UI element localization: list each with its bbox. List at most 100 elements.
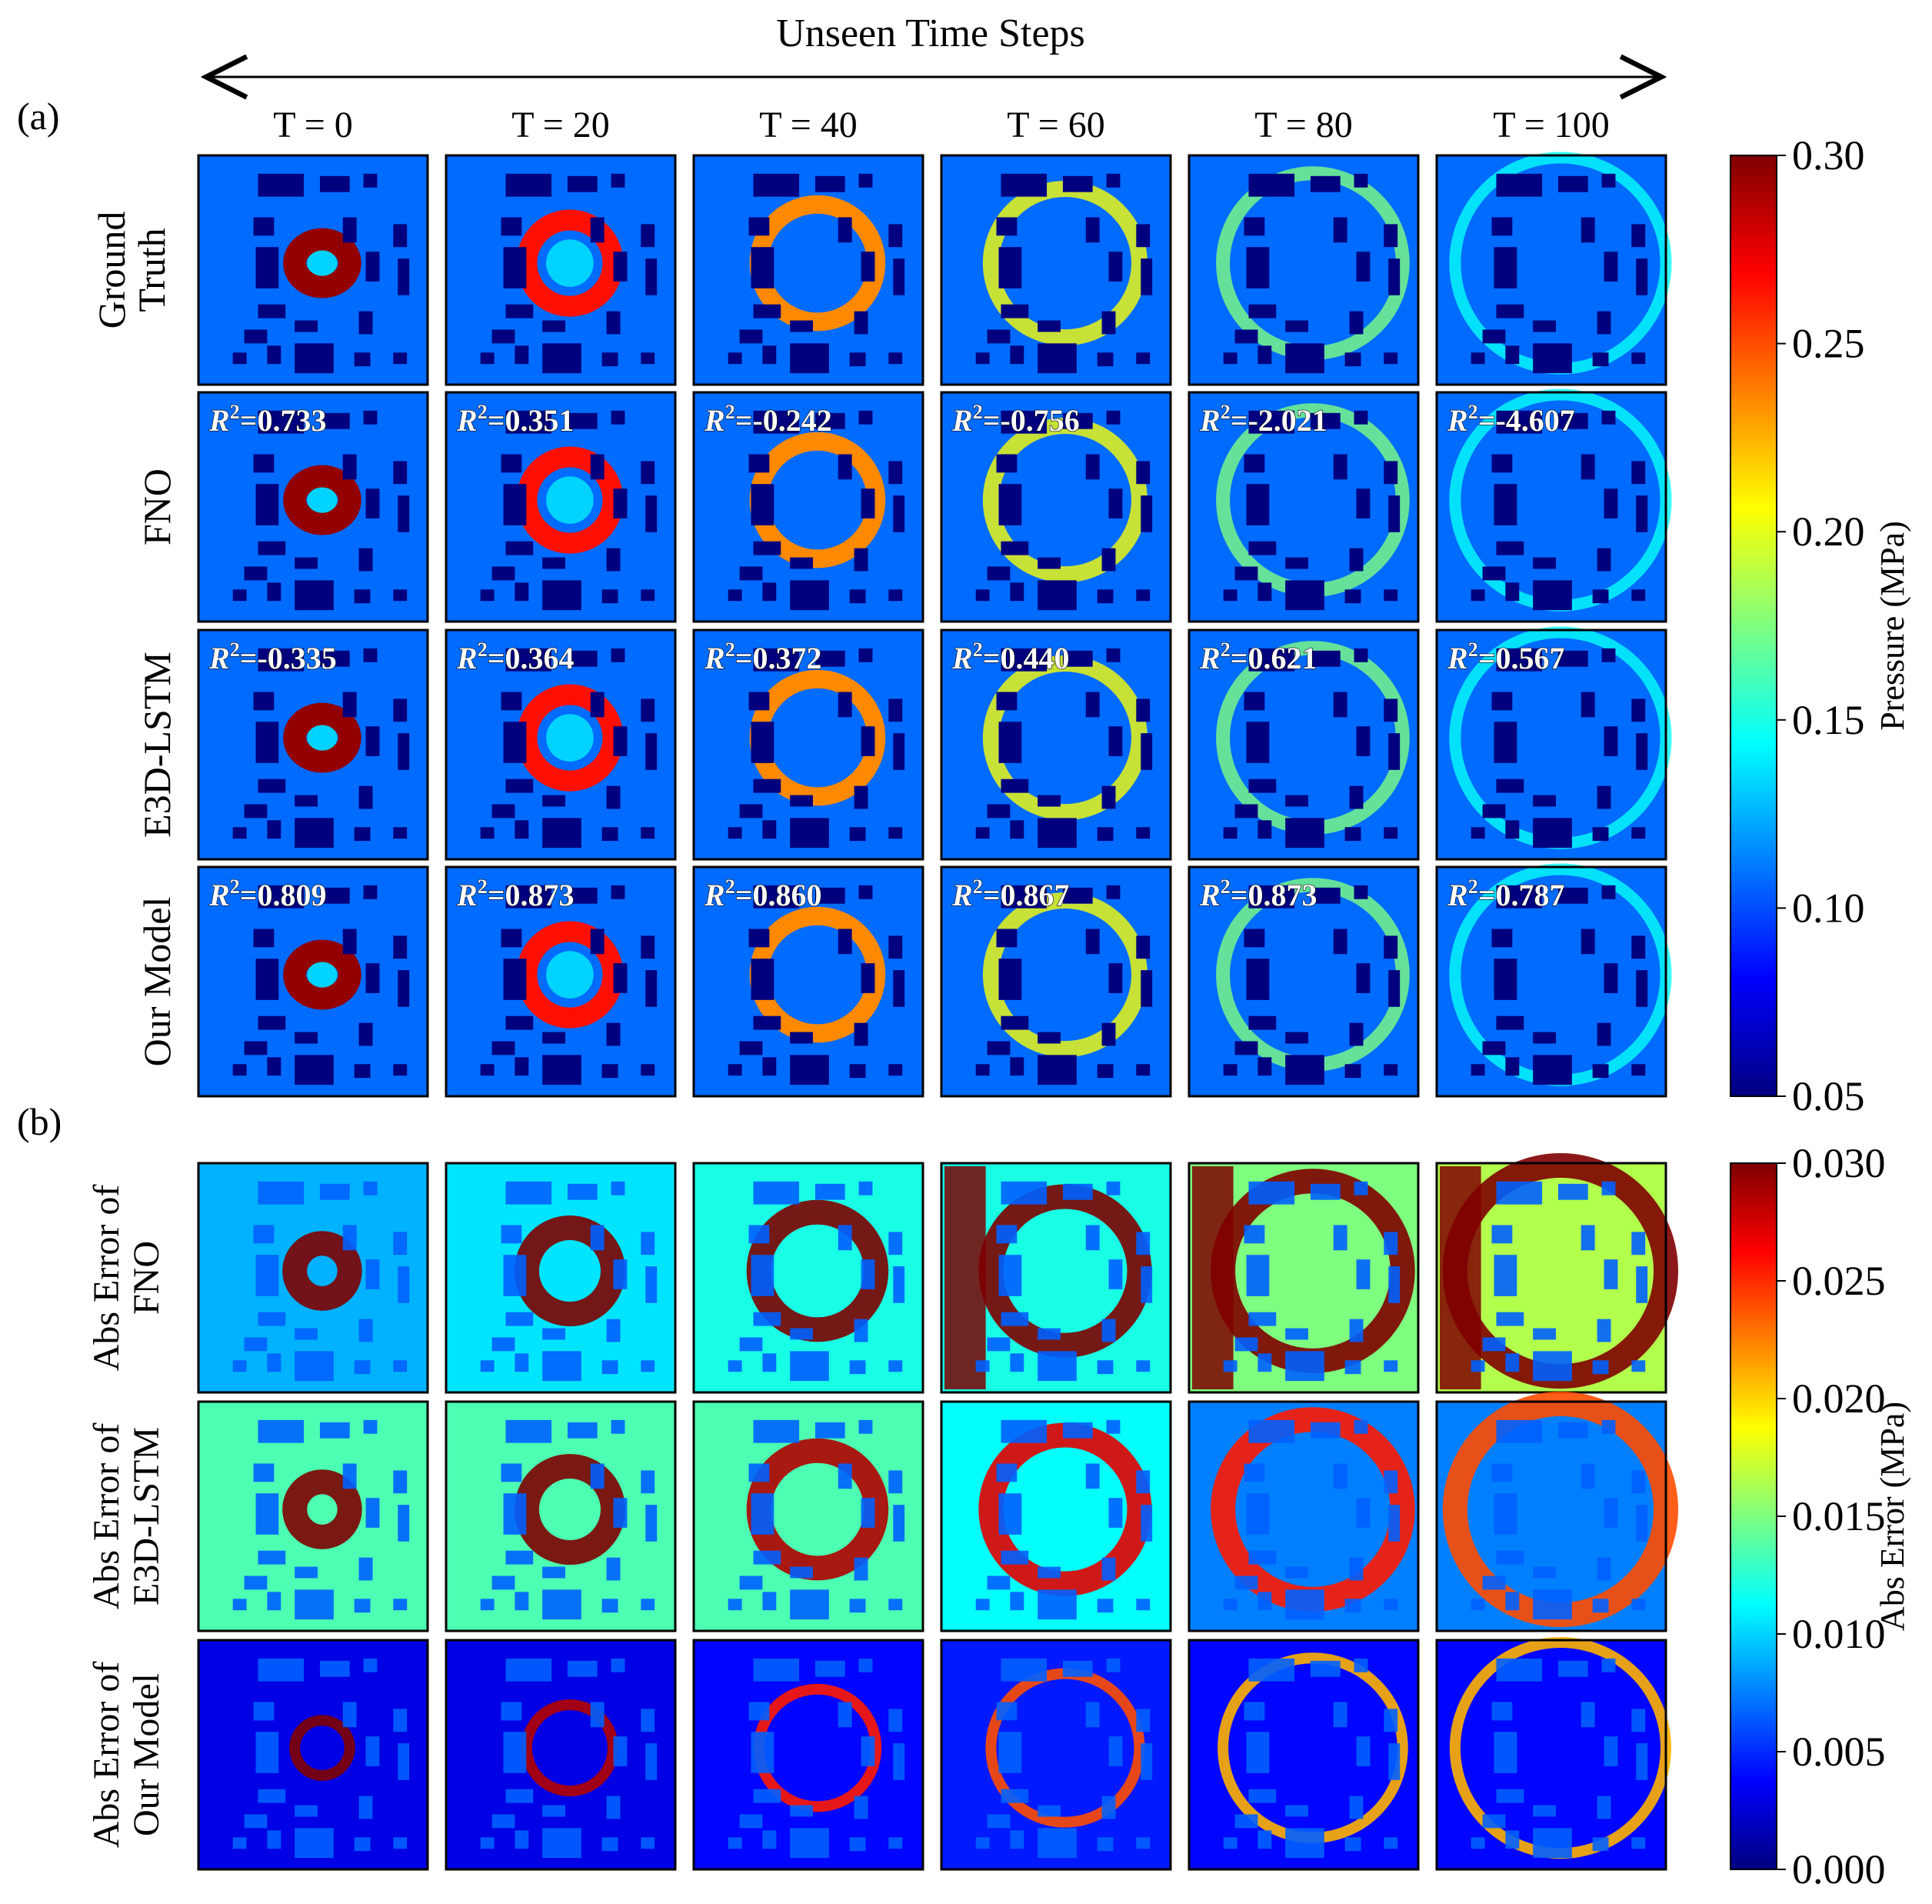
obstacle — [1038, 818, 1077, 849]
error-hotspot — [1192, 1166, 1234, 1389]
obstacle — [1636, 733, 1648, 770]
obstacle — [1505, 345, 1520, 365]
obstacle — [1141, 495, 1153, 532]
obstacle — [753, 1312, 781, 1326]
pressure-cell — [1435, 152, 1672, 386]
obstacle — [861, 1498, 875, 1528]
obstacle — [1038, 1589, 1077, 1620]
obstacle — [1038, 320, 1061, 332]
obstacle — [751, 1732, 774, 1773]
obstacle — [1010, 582, 1024, 602]
obstacle — [1557, 175, 1588, 192]
obstacle — [365, 252, 380, 282]
obstacle — [1085, 1463, 1100, 1489]
obstacle — [1097, 1360, 1114, 1375]
obstacle — [1234, 329, 1258, 344]
cell-frame — [1435, 154, 1667, 386]
obstacle — [1257, 345, 1272, 365]
obstacle — [505, 1658, 552, 1682]
obstacle — [888, 935, 903, 959]
obstacle — [258, 648, 305, 672]
obstacle — [258, 1015, 286, 1030]
obstacle — [858, 173, 873, 188]
obstacle — [244, 1041, 268, 1055]
cell-frame — [1435, 865, 1667, 1098]
obstacle — [1001, 885, 1048, 909]
obstacle — [728, 827, 742, 839]
pressure-cell: R2=0.440 — [940, 629, 1172, 861]
obstacle — [728, 1064, 742, 1076]
pressure-cell — [692, 154, 924, 386]
obstacle — [748, 1463, 770, 1482]
obstacle — [319, 887, 350, 904]
obstacle — [1062, 1660, 1093, 1677]
obstacle — [253, 929, 275, 948]
obstacle — [480, 1360, 495, 1372]
obstacle — [1496, 1789, 1524, 1803]
obstacle — [645, 258, 658, 295]
obstacle — [753, 885, 800, 909]
obstacle — [363, 1658, 378, 1672]
obstacle — [1344, 1360, 1361, 1375]
obstacle — [1581, 929, 1595, 955]
obstacle — [258, 173, 305, 197]
r2-annotation: R2=0.873 — [456, 875, 574, 912]
obstacle — [751, 1255, 774, 1296]
obstacle — [645, 733, 658, 770]
obstacle — [641, 1470, 655, 1494]
cell-frame — [197, 1400, 429, 1632]
obstacle — [1494, 722, 1517, 763]
obstacle — [363, 648, 378, 662]
obstacle — [1601, 173, 1616, 188]
pressure-cell: R2=0.860 — [692, 865, 924, 1098]
obstacle — [1248, 1419, 1295, 1443]
obstacle — [1285, 1589, 1324, 1620]
obstacle — [1384, 352, 1398, 365]
obstacle — [1285, 795, 1308, 807]
obstacle — [1471, 589, 1485, 602]
obstacle — [505, 779, 534, 793]
obstacle — [996, 1702, 1018, 1721]
obstacle — [1354, 1419, 1368, 1434]
colorbar-tick-label: 0.30 — [1792, 132, 1865, 178]
obstacle — [1592, 1360, 1609, 1375]
obstacle — [1310, 412, 1341, 429]
obstacle — [601, 1360, 618, 1375]
obstacle — [393, 935, 408, 959]
obstacle — [480, 352, 495, 365]
obstacle — [1491, 454, 1513, 473]
obstacle — [611, 1181, 625, 1195]
obstacle — [611, 410, 625, 425]
obstacle — [1631, 224, 1646, 248]
obstacle — [1533, 320, 1556, 332]
obstacle — [838, 1463, 852, 1489]
obstacle — [613, 1498, 628, 1528]
cell-frame — [692, 865, 924, 1098]
obstacle — [232, 1599, 247, 1611]
cell-frame — [940, 1400, 1172, 1632]
column-header: T = 100 — [1493, 105, 1610, 145]
obstacle — [1001, 173, 1048, 197]
obstacle — [1349, 311, 1364, 335]
obstacle — [645, 970, 658, 1007]
obstacle — [365, 489, 380, 519]
obstacle — [491, 804, 515, 819]
obstacle — [748, 1225, 770, 1244]
obstacle — [893, 258, 905, 295]
obstacle — [319, 650, 350, 667]
obstacle — [505, 1550, 534, 1565]
obstacle — [606, 785, 621, 809]
obstacle — [505, 1312, 534, 1326]
obstacle — [1597, 311, 1611, 335]
wave-core — [546, 714, 594, 762]
obstacle — [1557, 887, 1588, 904]
obstacle — [1244, 454, 1265, 473]
obstacle — [1010, 820, 1024, 839]
obstacle — [365, 1259, 380, 1289]
obstacle — [1062, 1422, 1093, 1439]
error-band — [514, 1215, 625, 1327]
column-header: T = 20 — [511, 105, 610, 145]
obstacle — [739, 1814, 763, 1829]
obstacle — [1246, 959, 1270, 1000]
obstacle — [748, 929, 770, 948]
